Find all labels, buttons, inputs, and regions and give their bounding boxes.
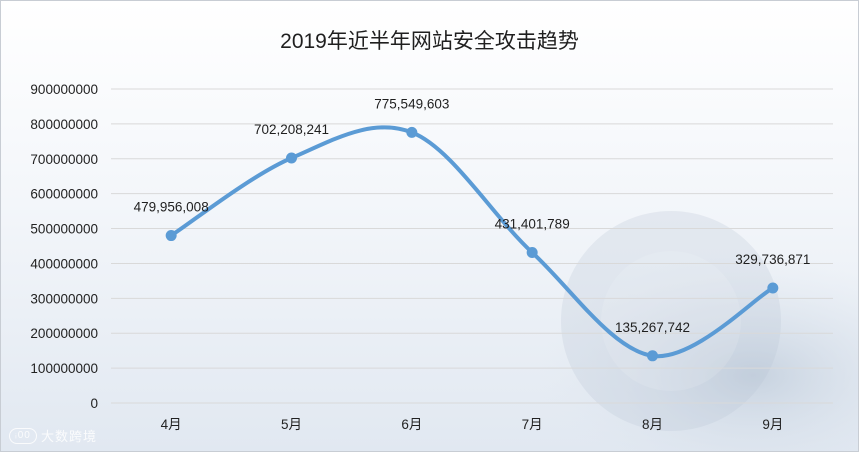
y-tick-label: 400000000 — [30, 256, 98, 271]
data-point — [406, 126, 418, 138]
grid-lines — [111, 88, 833, 404]
y-tick-label: 200000000 — [30, 326, 98, 341]
series-line — [169, 125, 775, 359]
watermark-logo-icon: ᵢ00 — [9, 427, 37, 444]
watermark-text: 大数跨境 — [41, 429, 98, 444]
x-tick-label: 8月 — [642, 417, 663, 432]
data-label: 702,208,241 — [254, 122, 329, 137]
y-tick-label: 100000000 — [30, 361, 98, 376]
y-tick-label: 600000000 — [30, 187, 98, 202]
data-label: 329,736,871 — [735, 252, 810, 267]
data-label: 479,956,008 — [134, 200, 209, 215]
y-tick-label: 700000000 — [30, 152, 98, 167]
data-point — [165, 230, 177, 242]
y-tick-label: 0 — [90, 396, 98, 411]
data-label: 431,401,789 — [495, 216, 570, 231]
y-tick-label: 300000000 — [30, 291, 98, 306]
y-axis-ticks: 0 100000000 200000000 300000000 400000000 500… — [30, 82, 98, 411]
data-point — [647, 350, 658, 362]
y-tick-label: 900000000 — [30, 82, 98, 97]
data-point — [526, 246, 538, 258]
chart-title: 2019年近半年网站安全攻击趋势 — [280, 30, 579, 53]
data-label: 135,267,742 — [615, 320, 690, 335]
data-labels: 479,956,008 702,208,241 775,549,603 431,401… — [134, 96, 811, 334]
y-tick-label: 800000000 — [30, 117, 98, 132]
x-tick-label: 9月 — [762, 417, 783, 432]
x-axis-ticks: 4月 5月 6月 7月 8月 9月 — [161, 417, 784, 432]
x-tick-label: 5月 — [281, 417, 302, 432]
y-tick-label: 500000000 — [30, 222, 98, 237]
series-line-group — [169, 125, 775, 359]
x-tick-label: 4月 — [161, 417, 182, 432]
data-point — [286, 152, 297, 164]
x-tick-label: 7月 — [522, 417, 543, 432]
watermark: ᵢ00 大数跨境 — [9, 426, 97, 445]
data-label: 775,549,603 — [374, 96, 449, 111]
data-point — [767, 282, 779, 294]
x-tick-label: 6月 — [401, 417, 422, 432]
data-points — [165, 126, 779, 362]
